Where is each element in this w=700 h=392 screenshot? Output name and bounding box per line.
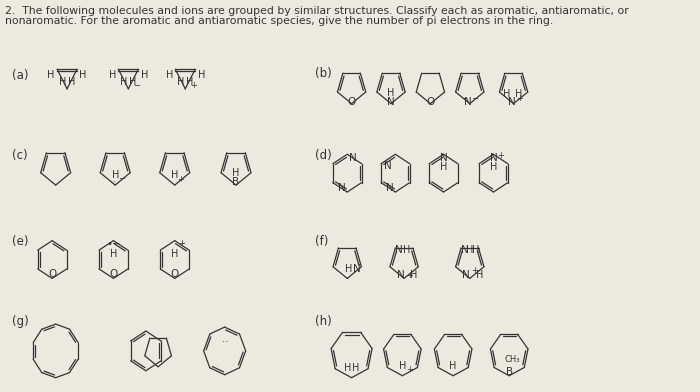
Text: (g): (g) <box>12 315 29 328</box>
Text: H: H <box>177 77 185 87</box>
Text: +: + <box>406 271 413 280</box>
Text: H: H <box>171 170 178 180</box>
Text: CH₃: CH₃ <box>505 355 520 364</box>
Text: −: − <box>118 174 125 183</box>
Text: H: H <box>490 162 497 172</box>
Text: H: H <box>466 245 473 255</box>
Text: O: O <box>426 97 435 107</box>
Text: H: H <box>476 270 483 280</box>
Text: H: H <box>197 70 205 80</box>
Text: N: N <box>463 270 470 280</box>
Text: H: H <box>111 170 119 180</box>
Text: N: N <box>386 183 393 193</box>
Text: H: H <box>120 77 127 87</box>
Text: H: H <box>503 89 510 99</box>
Text: O: O <box>347 97 356 107</box>
Text: N: N <box>353 264 361 274</box>
Text: H: H <box>410 270 417 280</box>
Text: H: H <box>515 89 522 99</box>
Text: B: B <box>232 177 239 187</box>
Text: +: + <box>178 239 186 248</box>
Text: H: H <box>129 77 137 87</box>
Text: (h): (h) <box>315 315 332 328</box>
Text: H: H <box>110 249 117 259</box>
Text: H: H <box>403 245 410 255</box>
Text: ∙−: ∙− <box>106 239 120 249</box>
Text: −: − <box>472 94 479 103</box>
Text: H: H <box>79 70 87 80</box>
Text: N: N <box>397 270 405 280</box>
Text: H: H <box>345 264 353 274</box>
Text: N: N <box>349 153 357 163</box>
Text: H: H <box>186 77 193 87</box>
Text: H: H <box>387 88 395 98</box>
Text: ‥: ‥ <box>463 92 469 101</box>
Text: H: H <box>449 361 457 371</box>
Text: 2.  The following molecules and ions are grouped by similar structures. Classify: 2. The following molecules and ions are … <box>5 6 629 16</box>
Text: +: + <box>177 174 184 183</box>
Text: N: N <box>384 161 392 171</box>
Text: H: H <box>171 249 178 259</box>
Text: nonaromatic. For the aromatic and antiaromatic species, give the number of pi el: nonaromatic. For the aromatic and antiar… <box>5 16 553 26</box>
Text: +: + <box>497 151 504 160</box>
Text: O: O <box>48 269 56 279</box>
Text: H: H <box>399 361 406 371</box>
Text: (e): (e) <box>12 235 29 248</box>
Text: B: B <box>505 367 513 377</box>
Text: H: H <box>166 70 173 80</box>
Text: H: H <box>344 363 351 373</box>
Text: N: N <box>440 153 447 163</box>
Text: H: H <box>68 77 75 87</box>
Text: (d): (d) <box>315 149 332 162</box>
Text: N: N <box>489 153 497 163</box>
Text: O: O <box>109 269 118 279</box>
Text: N: N <box>337 183 346 193</box>
Text: (b): (b) <box>315 67 332 80</box>
Text: N: N <box>395 245 402 255</box>
Text: N: N <box>461 245 468 255</box>
Text: ‥: ‥ <box>110 174 116 183</box>
Text: +: + <box>406 365 413 374</box>
Text: −: − <box>134 81 141 90</box>
Text: H: H <box>440 162 447 172</box>
Text: ‥: ‥ <box>221 334 228 344</box>
Text: N: N <box>508 97 516 107</box>
Text: H: H <box>59 77 66 87</box>
Text: (a): (a) <box>12 69 29 82</box>
Text: O: O <box>171 269 179 279</box>
Text: H: H <box>141 70 148 80</box>
Text: H: H <box>108 70 116 80</box>
Text: +: + <box>517 94 523 103</box>
Text: H: H <box>232 168 239 178</box>
Text: +: + <box>472 266 479 275</box>
Text: H: H <box>352 363 360 373</box>
Text: H: H <box>473 245 480 255</box>
Text: N: N <box>464 97 472 107</box>
Text: (c): (c) <box>12 149 27 162</box>
Text: +: + <box>190 81 197 90</box>
Text: (f): (f) <box>315 235 328 248</box>
Text: N: N <box>387 97 395 107</box>
Text: H: H <box>48 70 55 80</box>
